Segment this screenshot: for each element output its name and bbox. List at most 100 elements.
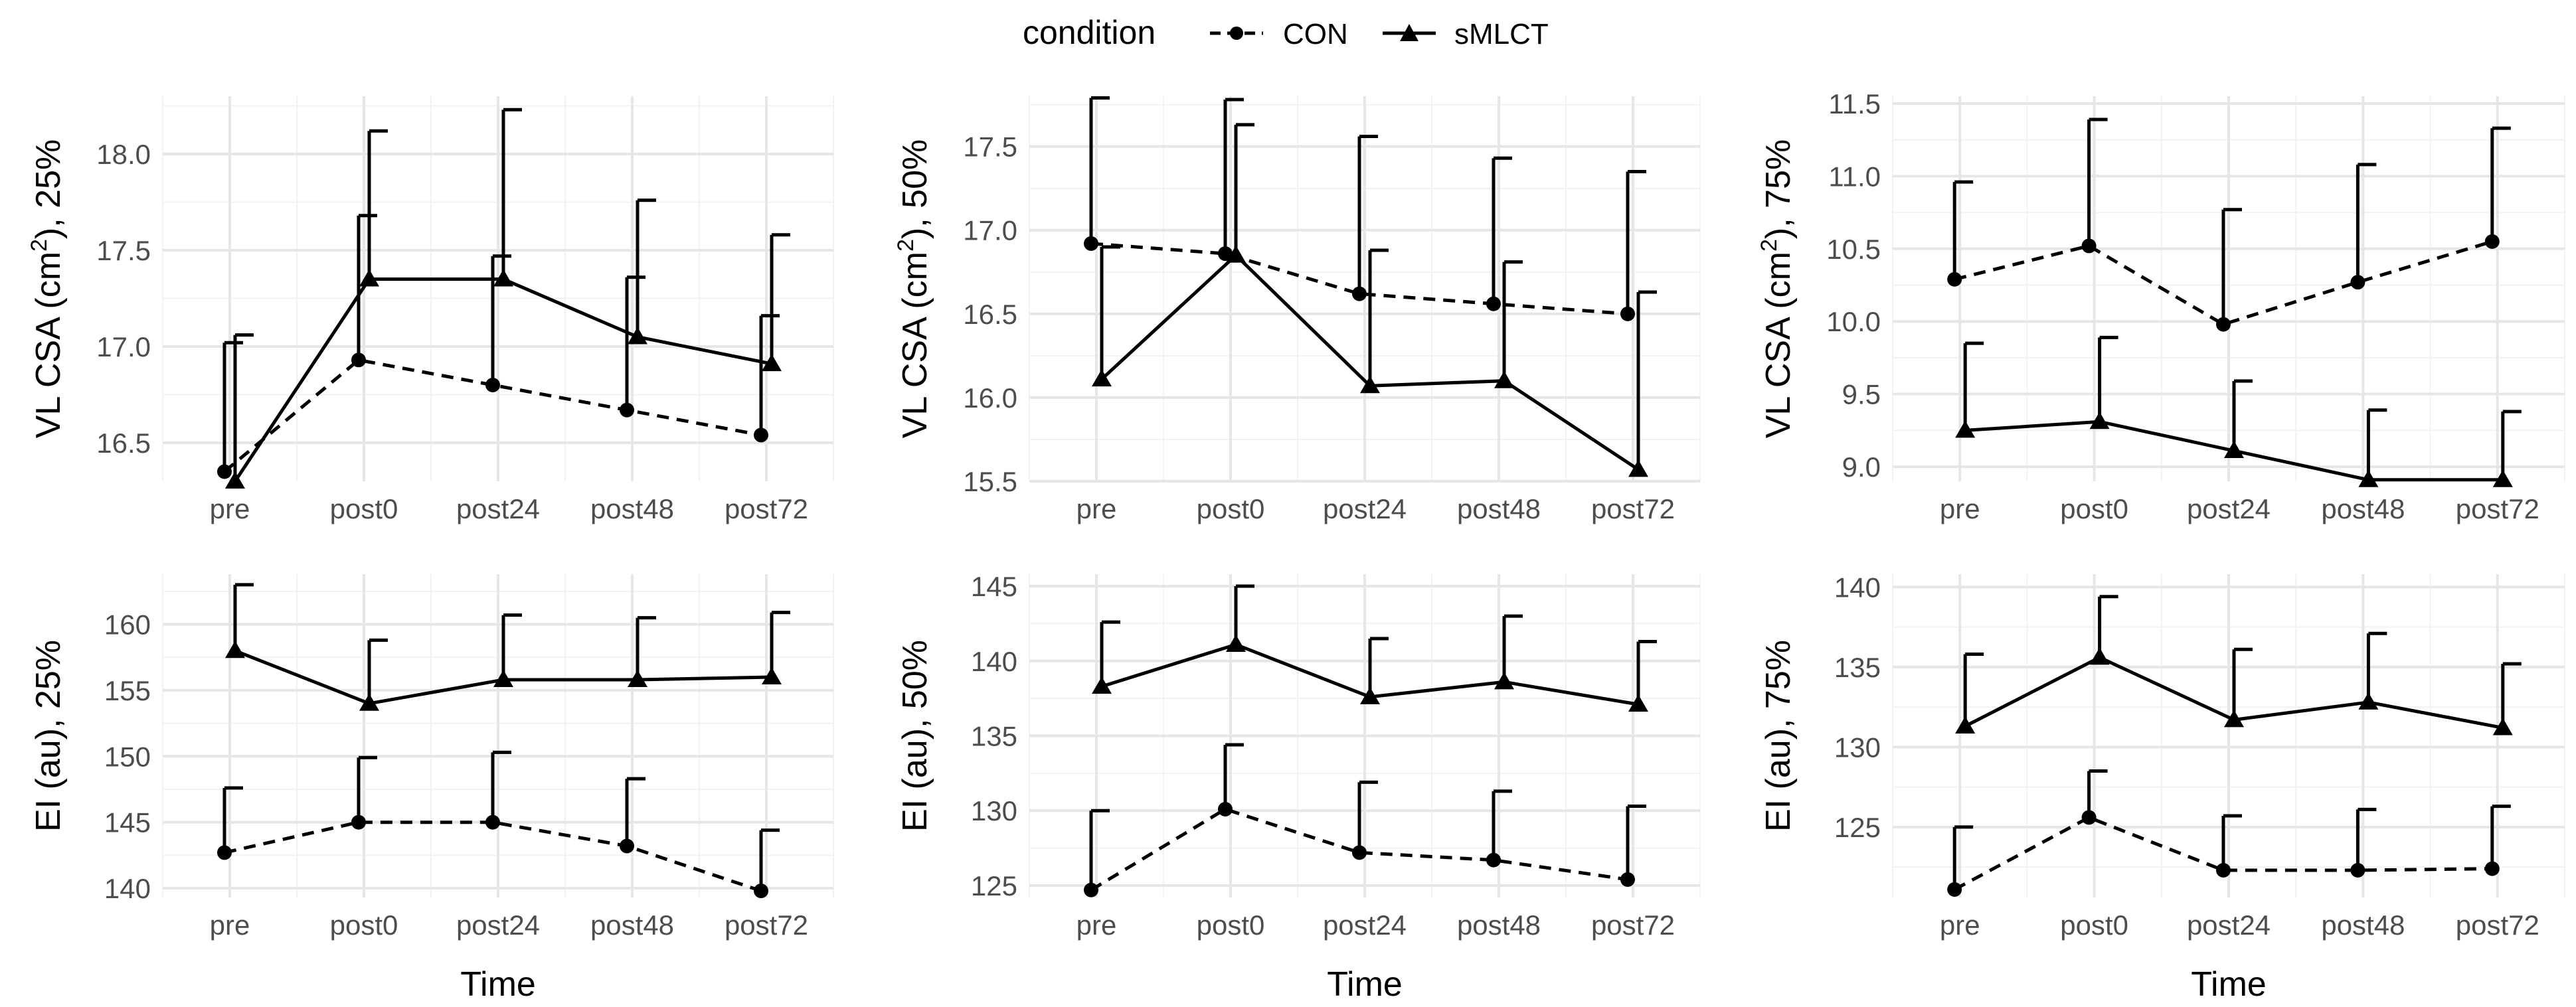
point-con <box>1947 271 1962 287</box>
y-tick-label: 9.0 <box>1842 451 1881 483</box>
series-line-con <box>1090 242 1628 316</box>
series-smlct <box>1092 584 1657 712</box>
point-con <box>1620 872 1635 887</box>
x-tick-label: post72 <box>2456 909 2539 941</box>
point-con <box>754 884 768 899</box>
point-smlct <box>2224 710 2244 728</box>
point-smlct <box>493 670 513 688</box>
point-smlct <box>493 269 513 287</box>
point-con <box>1620 306 1635 321</box>
series-con <box>1947 769 2511 897</box>
series-line-con <box>1090 807 1628 891</box>
y-axis-title: EI (au), 75% <box>1759 640 1798 832</box>
y-tick-label: 135 <box>1834 652 1881 683</box>
y-tick-label: 11.5 <box>1828 88 1881 119</box>
y-axis-title-part: VL CSA (cm <box>1759 252 1798 438</box>
legend: condition CON sMLCT <box>1023 14 1549 51</box>
y-tick-label: 16.5 <box>963 299 1017 330</box>
point-smlct <box>1628 459 1648 477</box>
point-con <box>1352 845 1367 860</box>
x-tick-label: pre <box>210 493 250 524</box>
x-tick-label: post24 <box>456 909 540 941</box>
point-smlct <box>1494 370 1514 388</box>
point-smlct <box>2358 692 2379 710</box>
point-con <box>2484 861 2500 876</box>
x-tick-label: post24 <box>2187 493 2271 524</box>
point-con <box>620 838 634 854</box>
y-tick-label: 11.0 <box>1828 161 1881 192</box>
point-smlct <box>1360 686 1380 704</box>
point-con <box>1352 286 1367 301</box>
y-axis-title-part: EI (au), 50% <box>896 640 934 832</box>
y-axis-title-part: VL CSA (cm <box>896 252 934 438</box>
point-smlct <box>2492 469 2513 487</box>
legend-label-con: CON <box>1283 18 1348 50</box>
y-tick-label: 140 <box>104 873 151 904</box>
x-tick-label: post0 <box>330 909 398 941</box>
y-axis-title-part: VL CSA (cm <box>29 252 68 438</box>
x-tick-label: post48 <box>1457 493 1541 524</box>
series-line-con <box>1954 240 2493 327</box>
series-con <box>217 750 780 899</box>
legend-entry-con: CON <box>1210 18 1348 50</box>
point-con <box>1218 246 1233 262</box>
y-axis-title-part: EI (au), 75% <box>1759 640 1798 832</box>
y-tick-label: 150 <box>104 741 151 772</box>
y-axis-title-part: ), 75% <box>1759 139 1798 239</box>
x-tick-label: post24 <box>1323 493 1407 524</box>
series-smlct <box>1955 335 2522 487</box>
y-tick-label: 140 <box>971 646 1017 677</box>
series-smlct <box>225 108 790 489</box>
point-con <box>754 427 768 443</box>
point-smlct <box>628 327 647 345</box>
x-axis-title: Time <box>460 965 536 1004</box>
series-con <box>1947 117 2511 332</box>
y-tick-label: 9.5 <box>1842 379 1881 410</box>
point-con <box>2216 317 2231 332</box>
point-con <box>351 352 366 368</box>
point-con <box>1486 852 1501 868</box>
y-tick-label: 17.0 <box>963 215 1017 246</box>
x-tick-label: pre <box>1076 909 1117 941</box>
y-axis-title-part: ), 25% <box>29 139 68 239</box>
series-line-con <box>1954 815 2492 891</box>
legend-smlct-marker <box>1400 24 1418 41</box>
x-tick-label: post72 <box>725 493 808 524</box>
x-tick-label: post48 <box>590 909 674 941</box>
x-tick-label: pre <box>1940 493 1980 524</box>
x-tick-label: pre <box>1076 493 1117 524</box>
x-tick-label: post0 <box>1197 909 1265 941</box>
y-axis-title-part: EI (au), 25% <box>29 640 68 832</box>
x-tick-label: post72 <box>1591 909 1675 941</box>
y-tick-label: 17.0 <box>96 331 151 362</box>
y-tick-label: 130 <box>1834 732 1881 763</box>
x-tick-label: post0 <box>2060 909 2128 941</box>
point-smlct <box>359 269 379 287</box>
y-tick-label: 130 <box>971 795 1017 826</box>
point-smlct <box>359 693 379 711</box>
x-tick-label: post72 <box>2456 493 2539 524</box>
point-smlct <box>2224 441 2244 459</box>
point-con <box>620 402 634 418</box>
point-smlct <box>1360 376 1380 394</box>
y-tick-label: 125 <box>971 870 1017 901</box>
x-tick-label: post48 <box>590 493 674 524</box>
x-tick-label: post48 <box>1457 909 1541 941</box>
point-smlct <box>628 670 647 688</box>
x-tick-label: post48 <box>2321 493 2405 524</box>
y-tick-label: 155 <box>104 675 151 706</box>
point-con <box>2484 234 2500 249</box>
point-smlct <box>1226 245 1246 263</box>
x-tick-label: post0 <box>2060 493 2128 524</box>
y-tick-label: 145 <box>104 807 151 838</box>
point-smlct <box>1955 716 1976 734</box>
series-smlct <box>1955 595 2522 736</box>
x-tick-label: post72 <box>1591 493 1675 524</box>
y-axis-title-superscript: 2 <box>27 239 52 252</box>
point-con <box>2350 863 2365 878</box>
y-tick-label: 160 <box>104 609 151 641</box>
x-axis-title: Time <box>2191 965 2267 1004</box>
